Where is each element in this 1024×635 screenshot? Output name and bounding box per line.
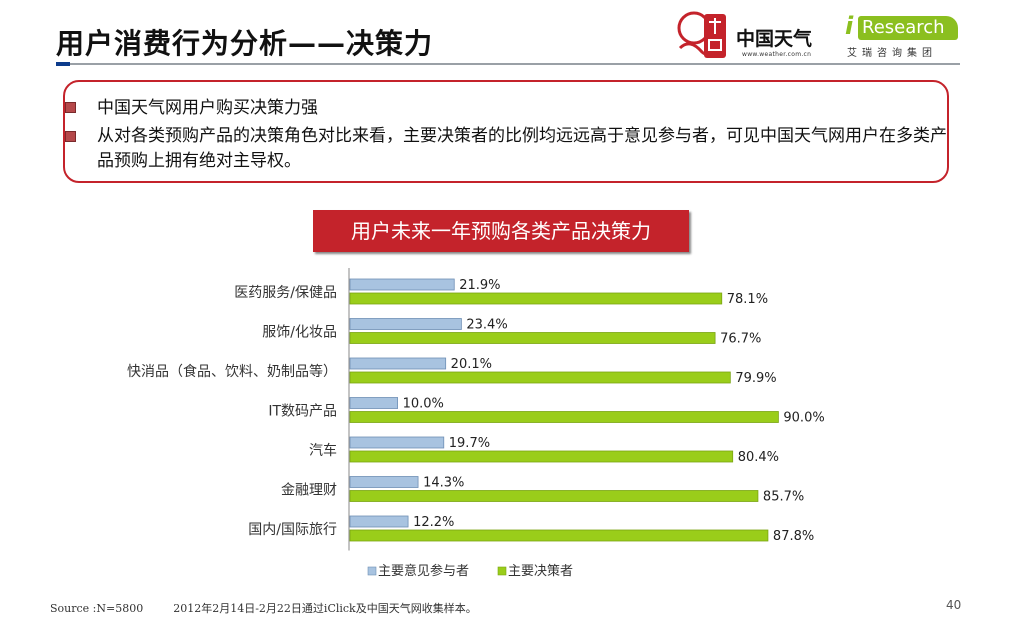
data-label: 76.7% xyxy=(720,332,761,347)
bar-decision xyxy=(349,411,779,423)
data-label: 21.9% xyxy=(459,278,500,293)
summary-bullet-2: 从对各类预购产品的决策角色对比来看，主要决策者的比例均远远高于意见参与者，可见中… xyxy=(97,126,947,171)
legend-swatch xyxy=(367,566,377,576)
data-label: 12.2% xyxy=(413,515,454,530)
title-rule xyxy=(70,63,960,65)
iresearch-logo-i: i xyxy=(845,12,854,40)
footer-source: Source :N=5800 xyxy=(50,602,144,615)
title-rule-accent xyxy=(56,62,70,66)
bar-opinion xyxy=(349,278,455,291)
bar-decision xyxy=(349,292,723,305)
bar-opinion xyxy=(349,436,445,449)
bar-opinion xyxy=(349,318,462,330)
summary-callout: 中国天气网用户购买决策力强 从对各类预购产品的决策角色对比来看，主要决策者的比例… xyxy=(63,80,949,183)
weather-logo-text: 中国天气 xyxy=(736,28,813,50)
summary-bullet-1: 中国天气网用户购买决策力强 xyxy=(97,98,318,118)
bar-opinion xyxy=(349,397,398,409)
bar-decision xyxy=(349,529,769,542)
data-label: 23.4% xyxy=(466,318,507,333)
page-number: 40 xyxy=(946,598,962,612)
category-label: IT数码产品 xyxy=(268,404,337,420)
category-label: 国内/国际旅行 xyxy=(248,522,337,538)
bullet-icon xyxy=(65,102,76,113)
data-label: 78.1% xyxy=(727,292,768,307)
data-label: 79.9% xyxy=(735,371,776,386)
iresearch-logo: i Research 艾瑞咨询集团 xyxy=(845,12,960,60)
category-label: 汽车 xyxy=(309,442,337,459)
data-label: 85.7% xyxy=(763,490,804,505)
category-label: 金融理财 xyxy=(281,483,337,499)
bar-opinion xyxy=(349,476,419,488)
legend-label: 主要决策者 xyxy=(508,563,573,579)
legend-swatch xyxy=(497,566,507,576)
weather-seal-logo xyxy=(677,11,726,58)
bullet-icon xyxy=(65,131,76,142)
iresearch-logo-word: Research xyxy=(858,16,958,40)
legend-label: 主要意见参与者 xyxy=(378,563,469,579)
data-label: 10.0% xyxy=(403,397,444,412)
footer-note: 2012年2月14日-2月22日通过iClick及中国天气网收集样本。 xyxy=(173,602,477,615)
bar-decision xyxy=(349,332,716,344)
data-label: 80.4% xyxy=(738,450,779,465)
bar-opinion xyxy=(349,515,409,528)
iresearch-logo-subtitle: 艾瑞咨询集团 xyxy=(847,48,937,59)
page-title: 用户消费行为分析——决策力 xyxy=(56,27,434,60)
data-label: 14.3% xyxy=(423,476,464,491)
chart-title-banner: 用户未来一年预购各类产品决策力 xyxy=(313,210,689,252)
decision-power-chart: 医药服务/保健品 21.9% 78.1% 服饰/化妆品 23.4% 76.7% 快消品（食品… xyxy=(127,268,825,579)
weather-logo-url: www.weather.com.cn xyxy=(742,51,812,58)
bar-decision xyxy=(349,371,731,384)
category-label: 服饰/化妆品 xyxy=(262,325,337,341)
category-label: 快消品（食品、饮料、奶制品等） xyxy=(127,363,337,380)
category-label: 医药服务/保健品 xyxy=(234,285,337,301)
bar-opinion xyxy=(349,357,447,370)
data-label: 20.1% xyxy=(451,357,492,372)
data-label: 19.7% xyxy=(449,436,490,451)
footer: Source :N=5800 2012年2月14日-2月22日通过iClick及中… xyxy=(50,600,477,616)
data-label: 87.8% xyxy=(773,529,814,544)
bar-decision xyxy=(349,450,734,463)
data-label: 90.0% xyxy=(783,411,824,426)
bar-decision xyxy=(349,490,759,502)
